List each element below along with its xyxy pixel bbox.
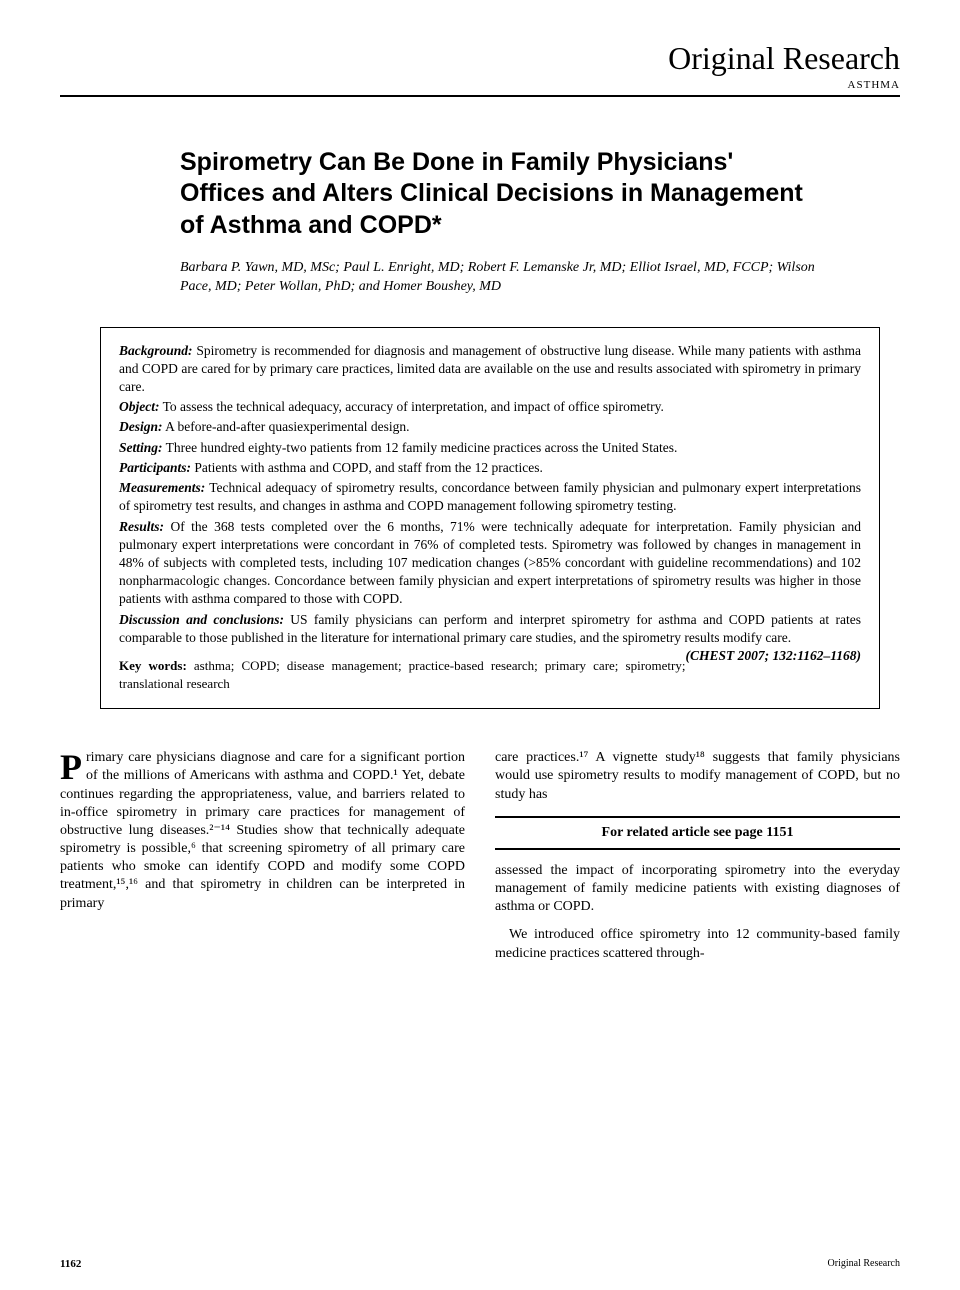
abstract-object: Object: To assess the technical adequacy… — [119, 398, 861, 416]
object-label: Object: — [119, 399, 159, 414]
measurements-text: Technical adequacy of spirometry results… — [119, 480, 861, 513]
participants-label: Participants: — [119, 460, 191, 475]
results-text: Of the 368 tests completed over the 6 mo… — [119, 519, 861, 607]
body-paragraph-4: We introduced office spirometry into 12 … — [495, 926, 900, 962]
related-article-box: For related article see page 1151 — [495, 816, 900, 850]
participants-text: Patients with asthma and COPD, and staff… — [194, 460, 542, 475]
keywords-text: asthma; COPD; disease management; practi… — [119, 658, 685, 691]
design-label: Design: — [119, 419, 163, 434]
page-number: 1162 — [60, 1258, 81, 1270]
abstract-participants: Participants: Patients with asthma and C… — [119, 459, 861, 477]
abstract-design: Design: A before-and-after quasiexperime… — [119, 418, 861, 436]
background-label: Background: — [119, 343, 193, 358]
measurements-label: Measurements: — [119, 480, 205, 495]
column-left: Primary care physicians diagnose and car… — [60, 749, 465, 973]
setting-text: Three hundred eighty-two patients from 1… — [166, 440, 678, 455]
abstract-setting: Setting: Three hundred eighty-two patien… — [119, 439, 861, 457]
discussion-label: Discussion and conclusions: — [119, 612, 284, 627]
page-footer: 1162 Original Research — [60, 1258, 900, 1270]
keywords-label: Key words: — [119, 658, 187, 673]
background-text: Spirometry is recommended for diagnosis … — [119, 343, 861, 394]
body-columns: Primary care physicians diagnose and car… — [60, 749, 900, 973]
body-paragraph-1: Primary care physicians diagnose and car… — [60, 749, 465, 913]
design-text: A before-and-after quasiexperimental des… — [165, 419, 409, 434]
section-title: Original Research — [60, 40, 900, 77]
body-p1-text: rimary care physicians diagnose and care… — [60, 750, 465, 911]
abstract-measurements: Measurements: Technical adequacy of spir… — [119, 479, 861, 515]
body-paragraph-2: care practices.¹⁷ A vignette study¹⁸ sug… — [495, 749, 900, 804]
dropcap: P — [60, 749, 86, 783]
abstract-box: Background: Spirometry is recommended fo… — [100, 327, 880, 710]
section-category: ASTHMA — [60, 79, 900, 91]
setting-label: Setting: — [119, 440, 163, 455]
footer-label: Original Research — [828, 1258, 900, 1270]
abstract-results: Results: Of the 368 tests completed over… — [119, 518, 861, 609]
abstract-background: Background: Spirometry is recommended fo… — [119, 342, 861, 397]
citation: (CHEST 2007; 132:1162–1168) — [685, 647, 861, 665]
authors-list: Barbara P. Yawn, MD, MSc; Paul L. Enrigh… — [180, 259, 820, 297]
body-paragraph-3: assessed the impact of incorporating spi… — [495, 862, 900, 917]
object-text: To assess the technical adequacy, accura… — [163, 399, 664, 414]
results-label: Results: — [119, 519, 164, 534]
article-title: Spirometry Can Be Done in Family Physici… — [180, 147, 820, 241]
abstract-discussion: Discussion and conclusions: US family ph… — [119, 611, 861, 647]
header-section: Original Research ASTHMA — [60, 40, 900, 97]
column-right: care practices.¹⁷ A vignette study¹⁸ sug… — [495, 749, 900, 973]
